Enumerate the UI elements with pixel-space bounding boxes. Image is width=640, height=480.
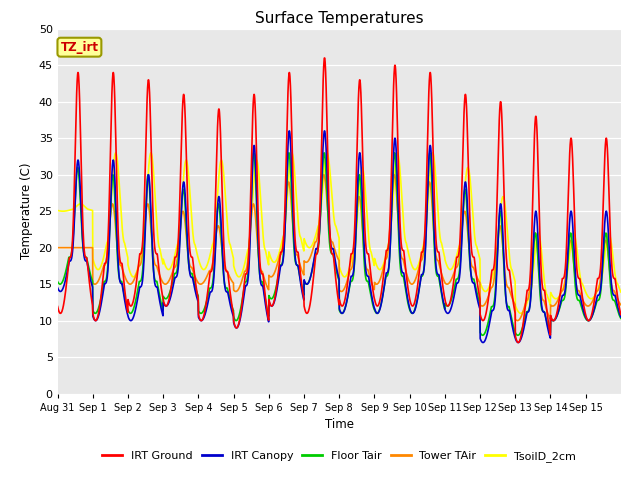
Floor Tair bbox=[509, 323, 517, 329]
TsoilD_2cm bbox=[54, 208, 61, 214]
Floor Tair bbox=[373, 311, 381, 316]
Tower TAir bbox=[54, 245, 61, 251]
IRT Canopy bbox=[479, 340, 487, 346]
IRT Ground bbox=[509, 297, 516, 303]
IRT Canopy bbox=[617, 314, 625, 320]
IRT Canopy bbox=[285, 128, 293, 134]
IRT Ground bbox=[541, 291, 549, 297]
IRT Canopy bbox=[110, 160, 118, 166]
TsoilD_2cm bbox=[373, 264, 381, 270]
IRT Ground bbox=[617, 312, 625, 317]
Y-axis label: Temperature (C): Temperature (C) bbox=[20, 163, 33, 260]
IRT Canopy bbox=[609, 291, 617, 297]
Floor Tair bbox=[250, 150, 257, 156]
TsoilD_2cm bbox=[517, 311, 525, 316]
TsoilD_2cm bbox=[112, 150, 120, 156]
TsoilD_2cm bbox=[609, 256, 617, 262]
Text: TZ_irt: TZ_irt bbox=[60, 41, 99, 54]
Title: Surface Temperatures: Surface Temperatures bbox=[255, 11, 424, 26]
IRT Ground bbox=[54, 303, 61, 309]
IRT Canopy bbox=[54, 285, 61, 290]
Tower TAir bbox=[514, 318, 522, 324]
Line: IRT Canopy: IRT Canopy bbox=[58, 131, 621, 343]
Legend: IRT Ground, IRT Canopy, Floor Tair, Tower TAir, TsoilD_2cm: IRT Ground, IRT Canopy, Floor Tair, Towe… bbox=[98, 446, 580, 467]
IRT Canopy bbox=[373, 311, 381, 316]
Line: TsoilD_2cm: TsoilD_2cm bbox=[58, 153, 621, 313]
Floor Tair bbox=[54, 279, 61, 285]
Tower TAir bbox=[617, 302, 625, 308]
Floor Tair bbox=[232, 317, 239, 323]
IRT Ground bbox=[609, 274, 617, 280]
Floor Tair bbox=[479, 332, 486, 338]
X-axis label: Time: Time bbox=[324, 418, 354, 431]
Line: IRT Ground: IRT Ground bbox=[58, 58, 621, 343]
Tower TAir bbox=[232, 288, 239, 294]
IRT Canopy bbox=[232, 324, 239, 330]
Tower TAir bbox=[373, 281, 381, 287]
Floor Tair bbox=[617, 315, 625, 321]
Tower TAir bbox=[110, 206, 118, 212]
Floor Tair bbox=[541, 312, 549, 318]
Floor Tair bbox=[110, 178, 118, 184]
TsoilD_2cm bbox=[541, 284, 549, 289]
TsoilD_2cm bbox=[232, 269, 239, 275]
Line: Floor Tair: Floor Tair bbox=[58, 153, 621, 335]
TsoilD_2cm bbox=[617, 289, 625, 295]
IRT Ground bbox=[515, 340, 522, 346]
Tower TAir bbox=[509, 298, 516, 303]
Tower TAir bbox=[320, 172, 328, 178]
TsoilD_2cm bbox=[110, 159, 118, 165]
IRT Ground bbox=[232, 324, 239, 330]
IRT Canopy bbox=[509, 328, 517, 334]
TsoilD_2cm bbox=[509, 271, 516, 276]
IRT Ground bbox=[110, 74, 118, 80]
IRT Ground bbox=[373, 303, 381, 309]
Line: Tower TAir: Tower TAir bbox=[58, 175, 621, 321]
Tower TAir bbox=[609, 288, 617, 293]
Tower TAir bbox=[541, 301, 549, 307]
Floor Tair bbox=[609, 297, 617, 303]
IRT Ground bbox=[321, 55, 328, 61]
IRT Canopy bbox=[541, 312, 549, 317]
